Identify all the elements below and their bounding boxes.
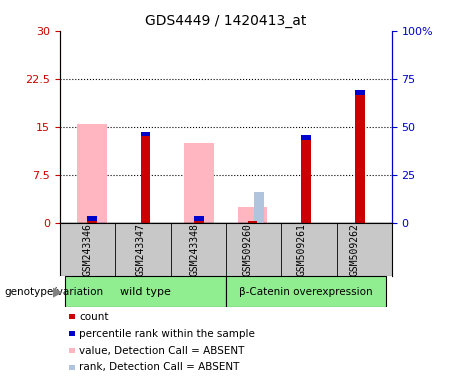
Bar	[248, 221, 258, 223]
Bar	[184, 143, 214, 223]
Bar	[77, 124, 107, 223]
Text: β-Catenin overexpression: β-Catenin overexpression	[239, 287, 373, 297]
Bar	[226, 276, 386, 307]
Text: GSM509261: GSM509261	[296, 223, 306, 276]
Text: value, Detection Call = ABSENT: value, Detection Call = ABSENT	[79, 346, 245, 356]
Bar	[355, 90, 365, 95]
Bar	[301, 139, 311, 223]
Text: GSM509260: GSM509260	[242, 223, 253, 276]
Bar	[194, 216, 204, 221]
Bar	[141, 132, 150, 136]
Text: GSM243347: GSM243347	[136, 223, 146, 276]
Text: percentile rank within the sample: percentile rank within the sample	[79, 329, 255, 339]
Bar	[301, 135, 311, 139]
Text: wild type: wild type	[120, 287, 171, 297]
Text: GSM243346: GSM243346	[82, 223, 92, 276]
Text: GSM509262: GSM509262	[350, 223, 360, 276]
Bar	[87, 221, 97, 223]
Bar	[65, 276, 226, 307]
Text: genotype/variation: genotype/variation	[5, 287, 104, 297]
Bar	[194, 221, 204, 223]
Bar	[238, 207, 267, 223]
Bar	[355, 95, 365, 223]
Bar	[141, 136, 150, 223]
Bar	[254, 192, 264, 223]
Bar	[87, 216, 97, 221]
Text: GSM243348: GSM243348	[189, 223, 199, 276]
Text: rank, Detection Call = ABSENT: rank, Detection Call = ABSENT	[79, 362, 240, 372]
Text: ▶: ▶	[53, 285, 62, 298]
Text: count: count	[79, 312, 109, 322]
Title: GDS4449 / 1420413_at: GDS4449 / 1420413_at	[145, 14, 307, 28]
